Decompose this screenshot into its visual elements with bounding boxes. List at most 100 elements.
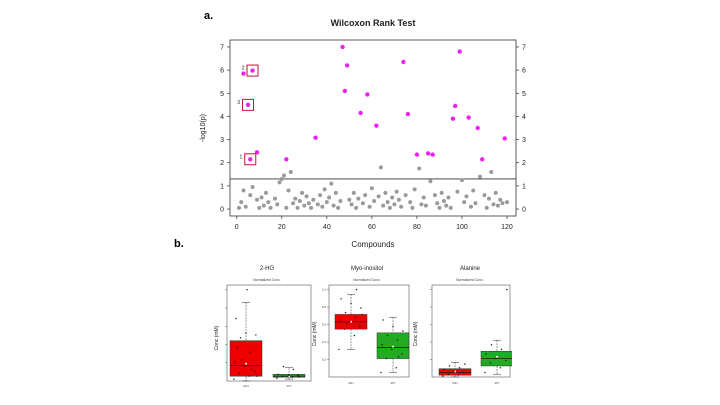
box-data-point (484, 371, 486, 374)
box-data-point (291, 376, 293, 378)
box-data-point (385, 357, 388, 360)
y-tick-label: 4 (220, 114, 224, 121)
box-data-point (361, 313, 363, 316)
nonsignificant-point (282, 173, 287, 178)
box-data-point (490, 344, 493, 346)
highlight-label: 2 (242, 66, 245, 72)
box-data-point (380, 371, 382, 374)
panel-b-label: b. (174, 238, 184, 250)
box-data-point (355, 288, 358, 291)
significant-point (284, 157, 289, 162)
x-tick-label: 100 (456, 224, 468, 231)
y-tick-label-right: 4 (522, 114, 526, 121)
significant-point (457, 49, 462, 54)
scatter-xlabel: Compounds (351, 240, 394, 249)
box-ylabel: Conc (mM) (413, 321, 419, 346)
highlight-box (244, 153, 257, 166)
nonsignificant-point (437, 205, 442, 210)
significant-point (358, 110, 363, 116)
box-data-point (276, 377, 278, 379)
box-data-point (234, 361, 236, 363)
nonsignificant-point (423, 203, 428, 208)
box-data-point (443, 368, 445, 371)
box-data-point (255, 334, 257, 336)
highlight-label: 3 (237, 100, 240, 106)
box-data-point (397, 356, 400, 358)
x-tick-label: 40 (323, 224, 331, 231)
significant-point (313, 135, 318, 140)
nonsignificant-point (324, 200, 329, 205)
plot-frame (229, 39, 517, 217)
nonsignificant-point (241, 188, 246, 193)
nonsignificant-point (473, 201, 478, 206)
nonsignificant-point (419, 202, 424, 207)
box-data-point (235, 317, 237, 320)
significant-point (414, 152, 420, 157)
nonsignificant-point (266, 200, 271, 205)
nonsignificant-point (486, 196, 491, 201)
nonsignificant-point (360, 201, 365, 206)
box-data-point (282, 365, 285, 368)
nonsignificant-point (320, 204, 325, 209)
box-data-point (463, 371, 465, 374)
significant-point (340, 44, 345, 50)
nonsignificant-point (477, 174, 482, 179)
x-tick-label: 80 (413, 224, 421, 231)
nonsignificant-point (387, 205, 392, 210)
nonsignificant-point (248, 193, 253, 198)
box-data-point (359, 325, 361, 328)
box-data-point (281, 375, 284, 377)
significant-point (374, 123, 379, 128)
box-data-point (353, 334, 355, 337)
significant-point (250, 68, 255, 73)
nonsignificant-point (284, 205, 289, 210)
nonsignificant-point (448, 205, 453, 210)
nonsignificant-point (309, 205, 314, 210)
nonsignificant-point (268, 205, 273, 210)
box-data-point (391, 348, 393, 351)
box-category-label: WT (287, 384, 292, 388)
nonsignificant-point (351, 190, 356, 195)
nonsignificant-point (293, 196, 298, 201)
box-mean-marker (454, 370, 456, 373)
box-plot-frame (328, 284, 410, 378)
nonsignificant-point (444, 203, 449, 208)
y-tick-label: 7 (220, 44, 224, 51)
box-data-point (401, 353, 403, 355)
significant-point (245, 102, 251, 108)
box-data-point (292, 368, 295, 371)
nonsignificant-point (428, 179, 433, 184)
nonsignificant-point (403, 193, 408, 198)
box-category-label: WT (495, 381, 500, 385)
nonsignificant-point (495, 203, 500, 208)
nonsignificant-point (363, 193, 368, 198)
box-y-tick-label: 0.4 (322, 340, 327, 344)
nonsignificant-point (315, 202, 320, 207)
box-category-label: WT (391, 381, 396, 385)
nonsignificant-point (376, 194, 381, 199)
box-data-point (340, 298, 342, 300)
nonsignificant-point (318, 193, 323, 198)
nonsignificant-point (396, 197, 401, 202)
nonsignificant-point (493, 190, 498, 195)
nonsignificant-point (367, 204, 372, 209)
nonsignificant-point (462, 200, 467, 205)
box-data-point (392, 325, 394, 328)
nonsignificant-point (336, 205, 341, 210)
box-data-point (360, 307, 362, 309)
box-category-label: IDH (243, 384, 248, 388)
nonsignificant-point (302, 203, 307, 208)
x-tick-label: 60 (368, 224, 376, 231)
box-subtitle: Normalized Conc. (456, 278, 484, 282)
nonsignificant-point (491, 202, 496, 207)
box-data-point (457, 374, 459, 376)
x-tick-label: 120 (501, 224, 513, 231)
significant-point (452, 103, 458, 109)
y-tick-label-right: 5 (522, 91, 526, 98)
nonsignificant-point (347, 197, 352, 202)
box-data-point (345, 322, 348, 325)
nonsignificant-point (412, 187, 417, 192)
nonsignificant-point (300, 190, 305, 195)
box-data-point (248, 375, 250, 377)
nonsignificant-point (394, 189, 399, 194)
